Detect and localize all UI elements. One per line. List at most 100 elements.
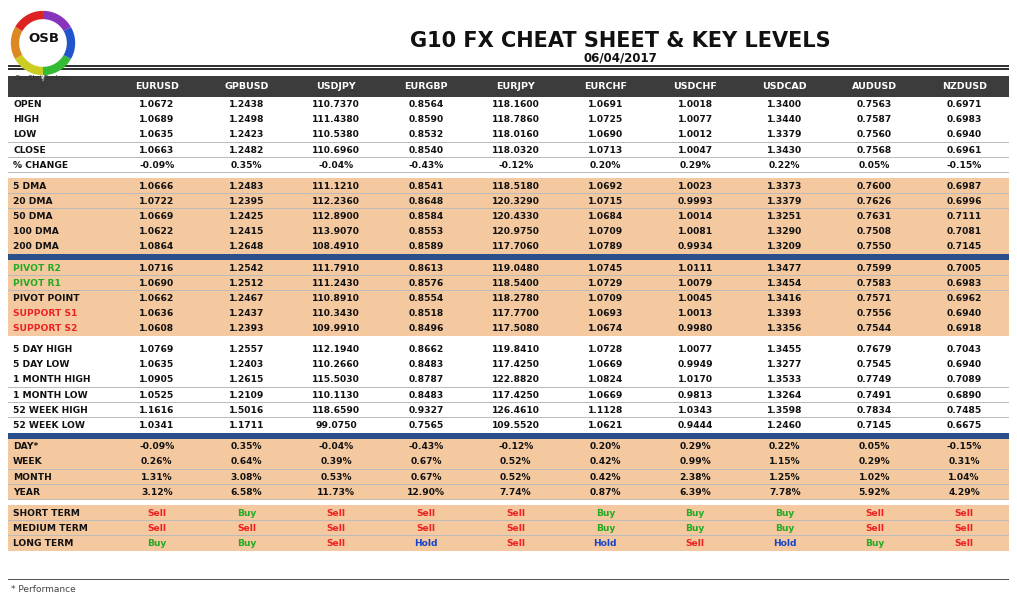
Text: 1.3598: 1.3598 bbox=[767, 406, 802, 415]
Text: 1.0622: 1.0622 bbox=[139, 227, 175, 236]
Text: 120.3290: 120.3290 bbox=[491, 197, 540, 206]
Text: 118.0160: 118.0160 bbox=[491, 130, 540, 139]
Text: LOW: LOW bbox=[13, 130, 37, 139]
Text: MEDIUM TERM: MEDIUM TERM bbox=[13, 524, 87, 533]
Text: 1.3277: 1.3277 bbox=[767, 361, 802, 369]
Text: 52 WEEK HIGH: 52 WEEK HIGH bbox=[13, 406, 87, 415]
Text: 0.7631: 0.7631 bbox=[857, 212, 892, 221]
Text: 1.0824: 1.0824 bbox=[588, 376, 623, 384]
Text: 115.5030: 115.5030 bbox=[312, 376, 360, 384]
Text: SUPPORT S2: SUPPORT S2 bbox=[13, 324, 77, 333]
Text: 1.0715: 1.0715 bbox=[588, 197, 623, 206]
Polygon shape bbox=[39, 66, 47, 79]
Bar bbox=[8, 505, 1009, 521]
Text: 1.04%: 1.04% bbox=[949, 473, 980, 482]
Bar bbox=[8, 439, 1009, 454]
Text: -0.12%: -0.12% bbox=[498, 442, 533, 451]
Bar bbox=[8, 158, 1009, 173]
Bar bbox=[8, 342, 1009, 357]
Text: 111.1210: 111.1210 bbox=[312, 182, 360, 191]
Text: 1.0716: 1.0716 bbox=[139, 264, 175, 273]
Text: YEAR: YEAR bbox=[13, 488, 40, 497]
Text: HIGH: HIGH bbox=[13, 115, 39, 124]
Text: -0.04%: -0.04% bbox=[318, 161, 354, 170]
Text: 0.05%: 0.05% bbox=[858, 161, 890, 170]
Text: Sell: Sell bbox=[955, 524, 973, 533]
Text: 1.2423: 1.2423 bbox=[229, 130, 264, 139]
Bar bbox=[8, 179, 1009, 194]
Text: 0.7571: 0.7571 bbox=[857, 294, 892, 303]
Text: 0.7834: 0.7834 bbox=[857, 406, 892, 415]
Text: PIVOT POINT: PIVOT POINT bbox=[13, 294, 79, 303]
Text: 0.7005: 0.7005 bbox=[947, 264, 981, 273]
Text: 1.0047: 1.0047 bbox=[677, 145, 713, 155]
Text: 1.0608: 1.0608 bbox=[139, 324, 174, 333]
Text: 118.2780: 118.2780 bbox=[491, 294, 540, 303]
Text: 1.2557: 1.2557 bbox=[229, 345, 264, 354]
Text: 1.0713: 1.0713 bbox=[588, 145, 623, 155]
Text: Sell: Sell bbox=[955, 539, 973, 548]
Text: 1.0693: 1.0693 bbox=[588, 309, 623, 318]
Text: 119.8410: 119.8410 bbox=[491, 345, 540, 354]
Text: -0.04%: -0.04% bbox=[318, 442, 354, 451]
Text: 5 DAY LOW: 5 DAY LOW bbox=[13, 361, 69, 369]
Text: 1.0709: 1.0709 bbox=[588, 294, 623, 303]
Text: 0.6983: 0.6983 bbox=[947, 279, 981, 288]
Bar bbox=[8, 224, 1009, 239]
Text: 1.0079: 1.0079 bbox=[677, 279, 713, 288]
Text: G10 FX CHEAT SHEET & KEY LEVELS: G10 FX CHEAT SHEET & KEY LEVELS bbox=[410, 31, 830, 51]
Text: 3.08%: 3.08% bbox=[231, 473, 262, 482]
Text: 200 DMA: 200 DMA bbox=[13, 242, 59, 251]
Text: 0.7600: 0.7600 bbox=[857, 182, 892, 191]
Text: 1.2512: 1.2512 bbox=[229, 279, 264, 288]
Text: 1.3454: 1.3454 bbox=[767, 279, 802, 288]
Text: 1.0077: 1.0077 bbox=[677, 115, 713, 124]
Text: Sell: Sell bbox=[506, 508, 525, 518]
Text: OSB: OSB bbox=[28, 33, 60, 45]
Text: 0.6983: 0.6983 bbox=[947, 115, 981, 124]
Text: 0.20%: 0.20% bbox=[590, 442, 621, 451]
Text: 1.0663: 1.0663 bbox=[139, 145, 175, 155]
Text: 1.0669: 1.0669 bbox=[588, 391, 623, 400]
Text: Sell: Sell bbox=[237, 524, 256, 533]
Text: Buy: Buy bbox=[596, 524, 615, 533]
Text: 0.6918: 0.6918 bbox=[947, 324, 981, 333]
Text: 118.5400: 118.5400 bbox=[491, 279, 540, 288]
Text: 1.3209: 1.3209 bbox=[767, 242, 802, 251]
Bar bbox=[8, 127, 1009, 142]
Text: 0.7081: 0.7081 bbox=[947, 227, 981, 236]
Text: 0.7583: 0.7583 bbox=[857, 279, 892, 288]
Bar bbox=[8, 209, 1009, 224]
Bar bbox=[8, 306, 1009, 321]
Text: 1.2403: 1.2403 bbox=[229, 361, 264, 369]
Text: 0.7679: 0.7679 bbox=[856, 345, 892, 354]
Text: 1.5016: 1.5016 bbox=[229, 406, 264, 415]
Text: 0.7485: 0.7485 bbox=[947, 406, 981, 415]
Text: 0.52%: 0.52% bbox=[500, 458, 532, 467]
Bar bbox=[8, 373, 1009, 388]
Text: 0.22%: 0.22% bbox=[769, 161, 800, 170]
Text: 0.7587: 0.7587 bbox=[857, 115, 892, 124]
Text: 1.0672: 1.0672 bbox=[139, 100, 175, 109]
Bar bbox=[8, 112, 1009, 127]
Text: -0.12%: -0.12% bbox=[498, 161, 533, 170]
Text: USDCHF: USDCHF bbox=[673, 82, 717, 91]
Text: 1.0689: 1.0689 bbox=[139, 115, 175, 124]
Text: 6.58%: 6.58% bbox=[231, 488, 262, 497]
Text: 0.8518: 0.8518 bbox=[408, 309, 443, 318]
Text: 20 DMA: 20 DMA bbox=[13, 197, 53, 206]
Text: Sell: Sell bbox=[506, 524, 525, 533]
Bar bbox=[8, 418, 1009, 433]
Text: -0.15%: -0.15% bbox=[947, 442, 981, 451]
Text: 0.67%: 0.67% bbox=[410, 458, 441, 467]
Text: 0.7560: 0.7560 bbox=[857, 130, 892, 139]
Text: 0.8564: 0.8564 bbox=[408, 100, 443, 109]
Text: 1.1128: 1.1128 bbox=[588, 406, 623, 415]
Text: 1.3393: 1.3393 bbox=[767, 309, 802, 318]
Text: MONTH: MONTH bbox=[13, 473, 52, 482]
Text: -0.43%: -0.43% bbox=[408, 442, 443, 451]
Text: 0.7749: 0.7749 bbox=[856, 376, 892, 384]
Text: EURCHF: EURCHF bbox=[584, 82, 626, 91]
Text: 50 DMA: 50 DMA bbox=[13, 212, 53, 221]
Bar bbox=[8, 388, 1009, 403]
